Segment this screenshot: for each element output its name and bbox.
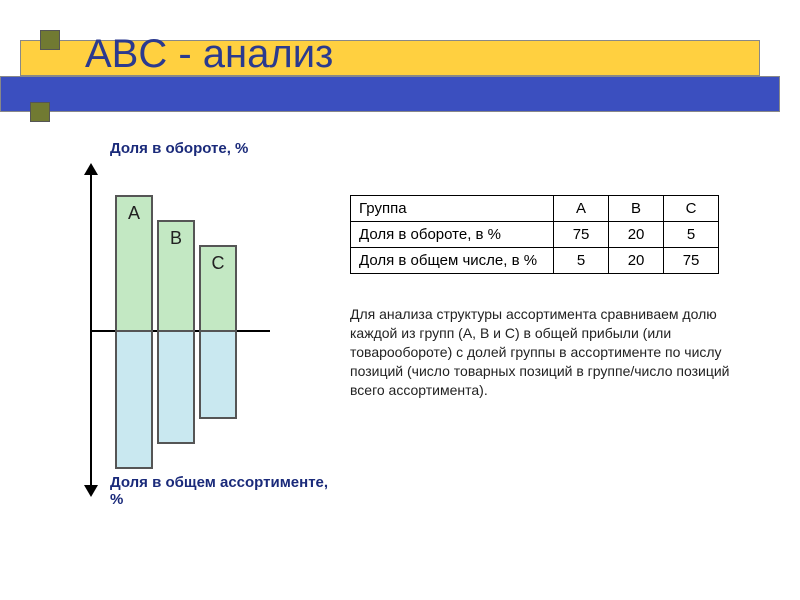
bar-a-down (117, 332, 151, 467)
header-square-bottom (30, 102, 50, 122)
table-header-cell: Группа (351, 196, 554, 222)
bar-b: B (157, 220, 195, 444)
abc-chart: Доля в обороте, % A B C Доля в общем асс… (60, 140, 340, 500)
bar-c-label: C (201, 247, 235, 332)
bar-b-label: B (159, 222, 193, 332)
arrow-down-icon (84, 485, 98, 497)
bar-a: A (115, 195, 153, 469)
table-cell: 20 (609, 222, 664, 248)
table-cell: 75 (554, 222, 609, 248)
chart-top-label: Доля в обороте, % (110, 140, 248, 157)
description-paragraph: Для анализа структуры ассортимента сравн… (350, 305, 740, 399)
table-header-cell: C (664, 196, 719, 222)
table-row: Доля в общем числе, в % 5 20 75 (351, 248, 719, 274)
bar-a-label: A (117, 197, 151, 332)
slide-title: АBC - анализ (85, 32, 333, 77)
abc-table: Группа A B C Доля в обороте, в % 75 20 5… (350, 195, 719, 274)
table-row: Доля в обороте, в % 75 20 5 (351, 222, 719, 248)
table-cell: 5 (554, 248, 609, 274)
chart-axis: A B C (70, 165, 330, 495)
chart-bars: A B C (115, 165, 315, 495)
header-square-top (40, 30, 60, 50)
table-cell: Доля в обороте, в % (351, 222, 554, 248)
table-header-cell: A (554, 196, 609, 222)
table-header-cell: B (609, 196, 664, 222)
header-bar-blue (0, 76, 780, 112)
table-cell: Доля в общем числе, в % (351, 248, 554, 274)
table-cell: 75 (664, 248, 719, 274)
table-cell: 20 (609, 248, 664, 274)
table-header-row: Группа A B C (351, 196, 719, 222)
bar-c-down (201, 332, 235, 417)
table-cell: 5 (664, 222, 719, 248)
chart-bottom-label: Доля в общем ассортименте, % (110, 474, 340, 508)
bar-c: C (199, 245, 237, 419)
bar-b-down (159, 332, 193, 442)
